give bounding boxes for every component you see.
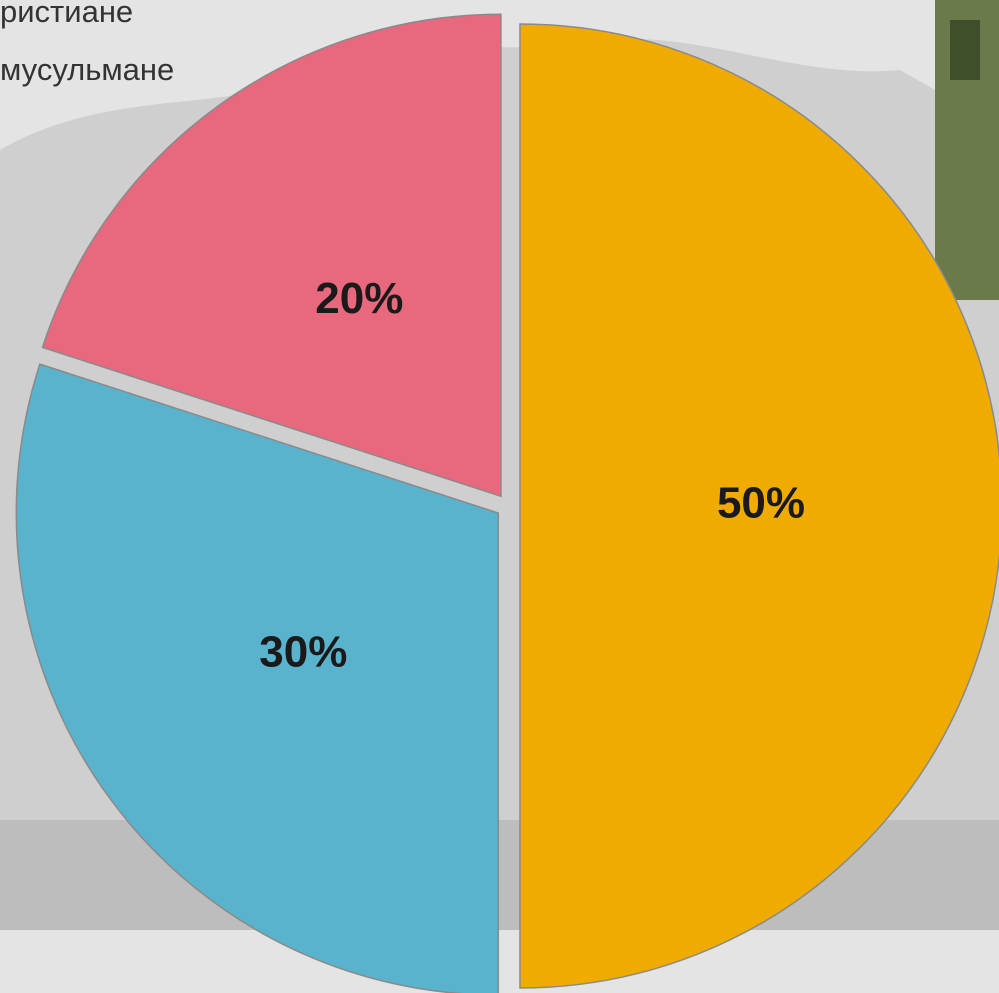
legend-label: мусульмане bbox=[0, 52, 174, 87]
photo-detail bbox=[950, 20, 980, 80]
data-label: 30% bbox=[259, 627, 347, 676]
pie-slice bbox=[519, 23, 999, 989]
data-label: 50% bbox=[717, 479, 805, 528]
data-label: 20% bbox=[315, 274, 403, 323]
legend-label: ристиане bbox=[0, 0, 133, 29]
pie-slice bbox=[15, 363, 500, 993]
pie-slice bbox=[41, 13, 502, 498]
